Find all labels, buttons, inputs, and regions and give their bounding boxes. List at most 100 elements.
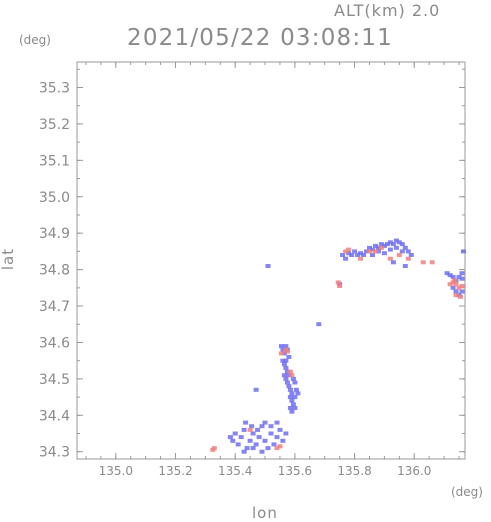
data-point [283,365,289,370]
y-tick-label: 34.3 [39,445,70,461]
data-point [367,245,372,250]
data-point [364,249,369,254]
data-point [262,420,268,425]
data-point [390,242,396,247]
data-point [259,424,265,429]
data-point [355,253,361,257]
data-point [274,420,280,425]
data-point [453,289,459,294]
y-tick-label: 35.2 [39,117,70,133]
data-point [402,245,408,250]
data-point [316,322,322,327]
data-point [250,431,256,436]
data-point [387,240,393,245]
data-point [235,442,241,447]
data-point [268,431,274,436]
x-tick-label: 135.2 [158,464,192,478]
data-point [375,245,381,250]
data-point [461,249,466,254]
data-point [284,380,290,385]
data-point [283,376,289,381]
data-point [280,438,286,443]
data-point [277,444,283,449]
data-point [287,406,293,410]
data-point [358,251,363,256]
data-point [289,373,295,378]
data-point [284,369,290,374]
data-point [289,409,295,414]
y-tick-label: 34.7 [39,299,70,315]
data-point [340,253,346,257]
data-point [450,285,456,290]
y-tick-label: 34.6 [39,335,70,351]
data-point [390,260,396,265]
data-point [253,387,259,392]
y-tick-label: 34.9 [39,226,70,242]
data-point [287,395,293,400]
data-point [284,349,290,354]
data-point [450,274,456,279]
data-point [255,427,261,432]
y-tick-label: 35.3 [39,80,70,96]
data-point [378,242,384,247]
data-point [281,362,287,367]
data-point [393,238,399,243]
y-axis-unit: (deg) [19,33,51,47]
data-point [402,264,408,268]
data-point [243,420,249,425]
data-point [283,431,289,436]
data-point [458,294,463,299]
data-point [268,424,274,429]
data-point [405,249,411,254]
data-point [289,398,295,403]
data-point [244,446,250,451]
data-point [399,242,405,247]
x-axis-unit: (deg) [451,485,483,499]
data-point [346,251,352,256]
data-point [343,249,349,254]
data-point [280,347,286,352]
data-point [281,351,287,356]
data-point [387,256,393,261]
data-point [265,264,271,268]
y-tick-label: 35.1 [39,153,70,169]
data-point [265,446,271,451]
data-point [456,285,462,290]
data-point [370,247,375,252]
y-tick-label: 34.4 [39,408,70,424]
data-point [447,282,453,287]
data-point [286,373,292,378]
data-point [381,251,387,256]
data-point [274,446,280,451]
data-point [256,435,262,440]
data-point [358,256,363,261]
data-point [337,284,343,288]
data-point [287,387,293,392]
data-point [210,447,216,452]
data-point [259,449,265,454]
data-point [289,391,295,396]
data-point [361,253,366,257]
data-point [247,438,253,443]
data-point [290,402,296,407]
y-tick-label: 34.8 [39,263,70,279]
data-point [287,369,293,374]
data-point [393,245,399,250]
data-point [452,278,458,283]
data-point [349,253,355,257]
data-point [283,358,289,363]
data-point [290,376,296,381]
data-point [444,271,450,276]
data-point [447,273,453,278]
data-point [343,256,349,261]
data-point [399,249,405,254]
x-axis-label: lon [252,504,278,522]
data-point [384,242,390,247]
plot-frame [76,61,466,460]
data-point [241,427,247,432]
y-axis-ticks: 34.3 34.4 34.5 34.6 34.7 34.8 34.9 35.0 35.1 35.2… [39,68,465,461]
timestamp: 2021/05/22 03:08:11 [127,25,393,51]
data-point [373,249,378,254]
x-axis-ticks: 135.0 135.2 135.4 135.6 135.8 136.0 [85,62,460,478]
